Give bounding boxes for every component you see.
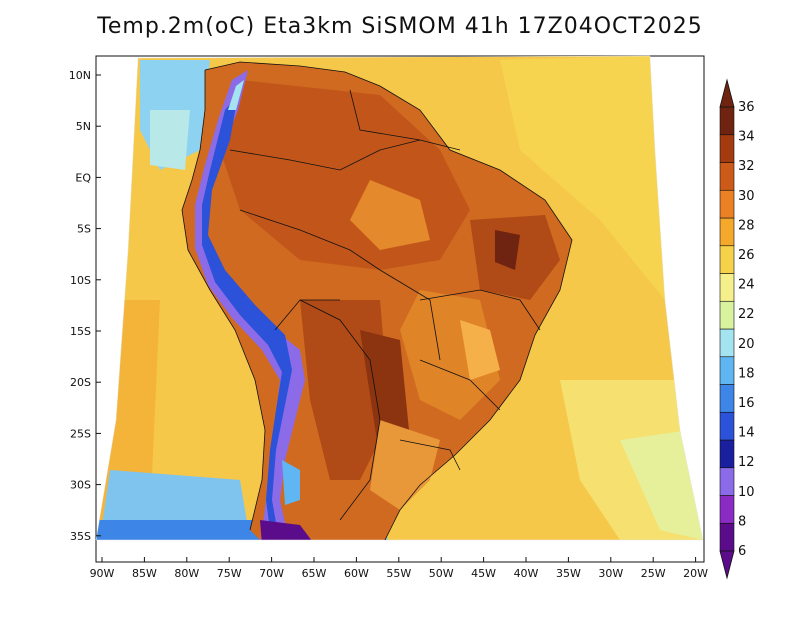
colorbar-swatch (719, 467, 735, 496)
lon-label: 75W (217, 567, 242, 580)
colorbar-label: 10 (738, 485, 755, 500)
colorbar-swatch (719, 189, 735, 219)
longitude-axis: 90W 85W 80W 75W 70W 65W 60W 55W 50W 45W 40W 35W 30W 2… (90, 557, 708, 580)
colorbar-swatch (719, 273, 735, 302)
colorbar-swatch (719, 356, 735, 385)
colorbar-label: 26 (738, 248, 755, 263)
lat-label: 15S (70, 325, 91, 338)
country-borders (181, 61, 573, 541)
colorbar-swatch (719, 384, 735, 413)
lon-label: 35W (556, 567, 581, 580)
triangle-arrow-icon (719, 550, 735, 580)
colorbar-label: 18 (738, 366, 755, 381)
latitude-axis: 10N 5N EQ 5S 10S 15S 20S 25S 30S 35S (69, 69, 101, 543)
colorbar-label: 6 (738, 544, 746, 559)
lon-label: 60W (344, 567, 369, 580)
colorbar-label: 30 (738, 189, 755, 204)
colorbar-swatch (719, 300, 735, 330)
colorbar-label: 8 (738, 514, 746, 529)
lat-label: 5N (76, 120, 91, 133)
colorbar-swatch (719, 439, 735, 469)
lat-label: 30S (70, 479, 91, 492)
lon-label: 20W (683, 567, 708, 580)
colorbar-swatch (719, 245, 735, 274)
colorbar-label: 14 (738, 426, 755, 441)
colorbar-swatch (719, 217, 735, 247)
colorbar-swatch (719, 522, 735, 552)
colorbar-label: 28 (738, 218, 755, 233)
colorbar-swatch (719, 328, 735, 358)
colorbar-swatch (719, 106, 735, 136)
colorbar-label: 12 (738, 455, 755, 470)
colorbar-label: 20 (738, 337, 755, 352)
lat-label: 10N (69, 69, 91, 82)
lat-label: 25S (70, 427, 91, 440)
colorbar-label: 32 (738, 159, 755, 174)
lat-label: 35S (70, 530, 91, 543)
lon-label: 45W (471, 567, 496, 580)
lat-label: EQ (75, 171, 91, 184)
lat-label: 20S (70, 376, 91, 389)
triangle-arrow-icon (719, 78, 735, 108)
lon-label: 85W (132, 567, 157, 580)
colorbar-swatch (719, 162, 735, 191)
lon-label: 80W (174, 567, 199, 580)
lat-label: 5S (77, 223, 91, 236)
colorbar-label: 16 (738, 396, 755, 411)
colorbar-label: 36 (738, 100, 755, 115)
lon-label: 90W (90, 567, 115, 580)
colorbar-label: 34 (738, 130, 755, 145)
colorbar-label: 22 (738, 307, 755, 322)
lon-label: 30W (598, 567, 623, 580)
lon-label: 70W (259, 567, 284, 580)
lon-label: 40W (514, 567, 539, 580)
lon-label: 25W (641, 567, 666, 580)
lat-label: 10S (70, 274, 91, 287)
domain-outline (95, 55, 704, 541)
lon-label: 65W (302, 567, 327, 580)
lon-label: 55W (386, 567, 411, 580)
colorbar-swatch (719, 134, 735, 163)
colorbar-swatch (719, 495, 735, 524)
colorbar: 6 8 10 12 14 16 18 20 22 24 26 28 30 32 34 36 (719, 100, 755, 559)
colorbar-label: 24 (738, 278, 755, 293)
colorbar-swatch (719, 411, 735, 441)
lon-label: 50W (429, 567, 454, 580)
map-title: Temp.2m(oC) Eta3km SiSMOM 41h 17Z04OCT20… (97, 14, 703, 39)
temperature-field (96, 56, 703, 540)
